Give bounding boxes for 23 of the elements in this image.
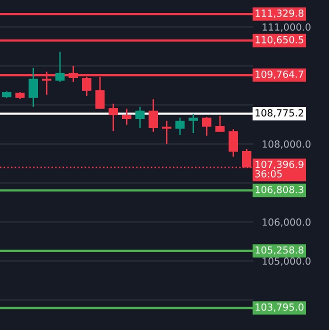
ref-line-label: 106,808.3 xyxy=(256,186,304,194)
ref-line-label: 103,795.0 xyxy=(256,303,304,312)
ref-line-label: 110,650.5 xyxy=(256,36,304,44)
candlestick xyxy=(148,98,158,133)
candlestick xyxy=(28,67,38,108)
y-tick-label: 108,000.0 xyxy=(262,140,310,149)
ref-line-label: 105,258.8 xyxy=(256,246,304,255)
candlestick xyxy=(108,103,118,132)
ref-line-label: 109,764.7 xyxy=(256,70,304,79)
candlestick xyxy=(202,116,212,136)
candlestick xyxy=(175,117,185,136)
y-tick-label: 106,000.0 xyxy=(262,218,310,227)
y-tick-label: 111,000.0 xyxy=(262,23,310,32)
candlestick xyxy=(122,108,132,126)
y-tick-label: 105,000.0 xyxy=(262,257,310,266)
candlestick xyxy=(135,106,145,129)
ref-line-label: 108,775.2 xyxy=(256,109,304,118)
candlestick xyxy=(215,115,225,133)
candlestick xyxy=(228,128,238,158)
ref-line-label: 107,396.9 36:05 xyxy=(255,160,304,178)
candlestick xyxy=(55,51,65,83)
ref-line-label: 111,329.8 xyxy=(256,10,304,18)
candlestick xyxy=(188,113,198,134)
